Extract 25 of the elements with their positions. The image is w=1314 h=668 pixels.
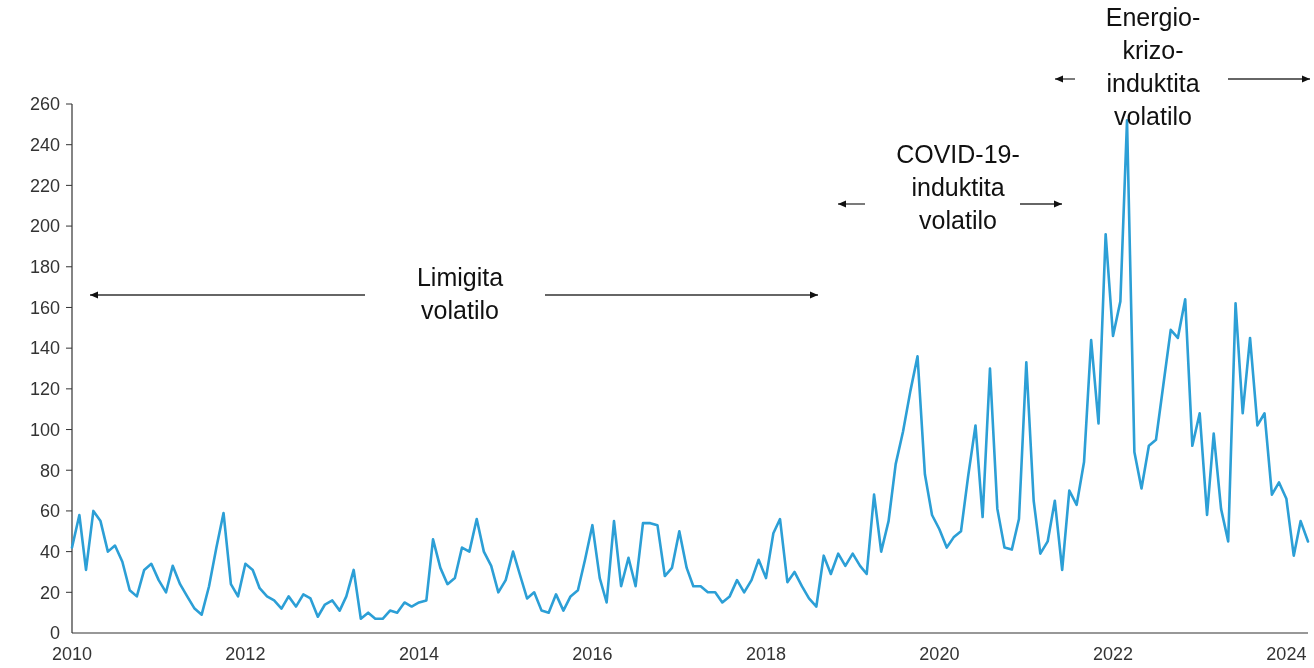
annotation: COVID-19- induktita volatilo	[896, 140, 1020, 234]
y-tick-label: 40	[39, 541, 60, 562]
x-tick-label: 2016	[572, 644, 613, 664]
x-tick-label: 2012	[225, 644, 266, 664]
annotation: Limigita volatilo	[416, 263, 504, 324]
y-tick-label: 180	[29, 257, 60, 278]
y-tick-label: 20	[39, 582, 60, 603]
y-tick-label: 100	[29, 419, 60, 440]
y-tick-label: 120	[29, 379, 60, 400]
x-tick-label: 2014	[398, 644, 440, 664]
y-tick-label: 160	[29, 297, 60, 318]
y-tick-label: 60	[39, 501, 60, 522]
x-tick-label: 2020	[919, 644, 960, 664]
y-tick-label: 260	[29, 94, 60, 115]
x-tick-label: 2010	[51, 644, 93, 664]
x-tick-label: 2024	[1266, 644, 1307, 664]
y-tick-label: 0	[49, 623, 60, 644]
y-tick-label: 200	[29, 216, 60, 237]
y-tick-label: 220	[29, 175, 60, 196]
x-tick-label: 2018	[745, 644, 787, 664]
y-tick-label: 140	[29, 338, 60, 359]
x-tick-label: 2022	[1092, 644, 1134, 664]
y-tick-label: 80	[39, 460, 60, 481]
y-tick-label: 240	[29, 134, 60, 155]
annotation: Energio- krizo- induktita volatilo	[1105, 3, 1201, 130]
